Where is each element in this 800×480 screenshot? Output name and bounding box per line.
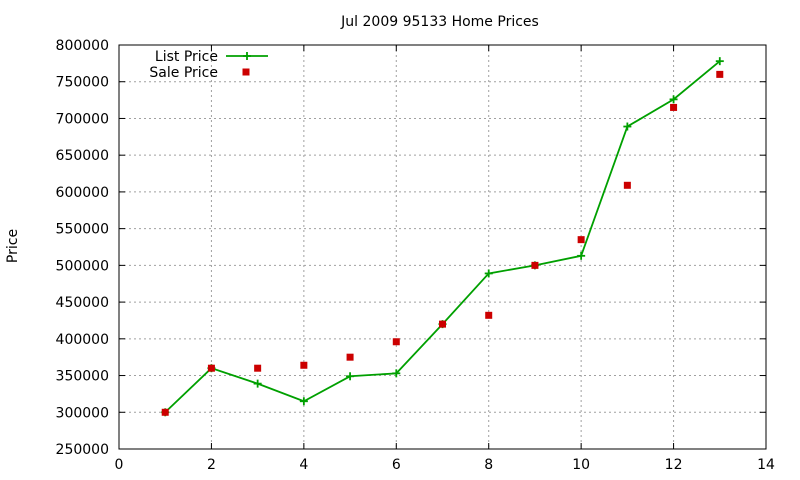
y-tick-label: 400000: [56, 332, 109, 348]
list-price-line: [164, 60, 721, 413]
sale-price-point: [346, 353, 354, 361]
list-price-point: [346, 372, 355, 381]
list-price-point: [623, 122, 632, 131]
list-price-point: [577, 251, 586, 260]
sale-price-point: [531, 261, 539, 269]
list-price-point: [715, 57, 724, 66]
sale-price-point: [439, 320, 446, 328]
y-tick-label: 700000: [56, 111, 109, 127]
sale-price-point: [207, 364, 215, 372]
x-tick-label: 2: [207, 457, 216, 473]
y-tick-label: 450000: [56, 295, 109, 311]
list-price-point: [392, 369, 401, 378]
plot-border: [118, 44, 767, 450]
sale-price-point: [392, 338, 400, 346]
y-tick-label: 750000: [56, 75, 109, 91]
y-tick-label: 550000: [56, 222, 109, 238]
x-tick-label: 8: [484, 457, 493, 473]
sale-price-point: [670, 103, 678, 111]
sale-price-point: [161, 408, 169, 416]
legend-label: List Price: [155, 49, 218, 65]
legend-label: Sale Price: [149, 65, 218, 81]
list-price-point: [484, 269, 493, 278]
list-price-point: [299, 397, 308, 406]
y-tick-label: 350000: [56, 369, 109, 385]
y-tick-label: 650000: [56, 148, 109, 164]
legend-swatch-marker: [242, 68, 250, 76]
list-price-point: [253, 379, 262, 388]
sale-price-point: [254, 364, 262, 372]
y-tick-label: 250000: [56, 442, 109, 458]
axis-ticks: 0 2 4 6 8 10 12 14 250000 300000 350000 400000 45000…: [56, 38, 775, 473]
x-tick-label: 6: [392, 457, 401, 473]
legend-swatch-marker: [243, 52, 251, 60]
sale-price-point: [716, 70, 724, 78]
chart-title: Jul 2009 95133 Home Prices: [340, 14, 539, 30]
sale-price-point: [300, 361, 308, 369]
x-tick-label: 12: [665, 457, 683, 473]
y-tick-label: 800000: [56, 38, 109, 54]
y-axis-label: Price: [5, 229, 21, 263]
x-tick-label: 4: [299, 457, 308, 473]
series: [161, 57, 724, 417]
x-tick-label: 0: [115, 457, 124, 473]
y-tick-label: 300000: [56, 405, 109, 421]
y-tick-label: 600000: [56, 185, 109, 201]
x-tick-label: 10: [572, 457, 590, 473]
sale-price-point: [577, 236, 585, 244]
y-tick-label: 500000: [56, 258, 109, 274]
x-tick-label: 14: [757, 457, 775, 473]
sale-price-point: [623, 181, 631, 189]
list-price-point: [669, 95, 678, 104]
sale-price-point: [485, 311, 493, 319]
grid: [119, 45, 766, 449]
